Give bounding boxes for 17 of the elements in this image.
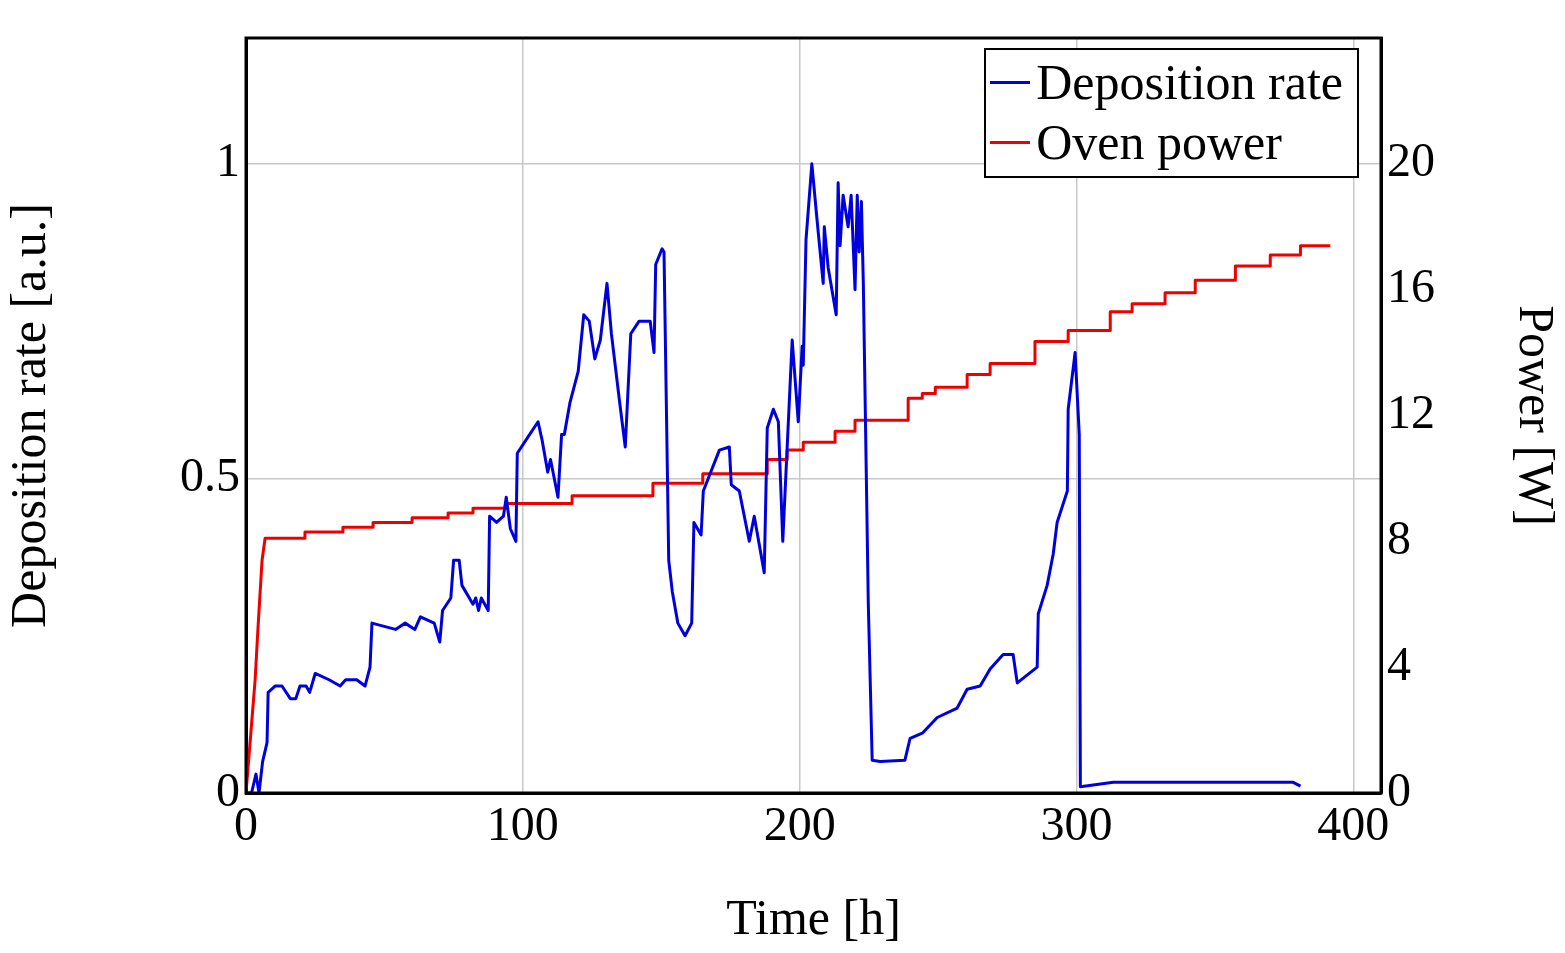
x-axis-title: Time [h]	[726, 889, 901, 946]
x-tick-label: 200	[763, 797, 836, 851]
y-tick-label: 0.5	[180, 448, 240, 502]
y2-axis-title: Power [W]	[1508, 305, 1565, 526]
y-axis-title: Deposition rate [a.u.]	[0, 203, 57, 628]
y-tick-label: 1	[216, 133, 240, 187]
y2-tick-label: 4	[1387, 636, 1411, 690]
y2-tick-label: 16	[1387, 259, 1435, 313]
legend-label: Deposition rate	[1036, 53, 1343, 112]
y2-tick-label: 8	[1387, 510, 1411, 564]
x-tick-label: 100	[486, 797, 559, 851]
x-tick-label: 300	[1040, 797, 1113, 851]
x-tick-label: 400	[1317, 797, 1390, 851]
y2-tick-label: 12	[1387, 385, 1435, 439]
legend-label: Oven power	[1036, 113, 1282, 172]
y2-tick-label: 0	[1387, 762, 1411, 816]
y2-tick-label: 20	[1387, 133, 1435, 187]
